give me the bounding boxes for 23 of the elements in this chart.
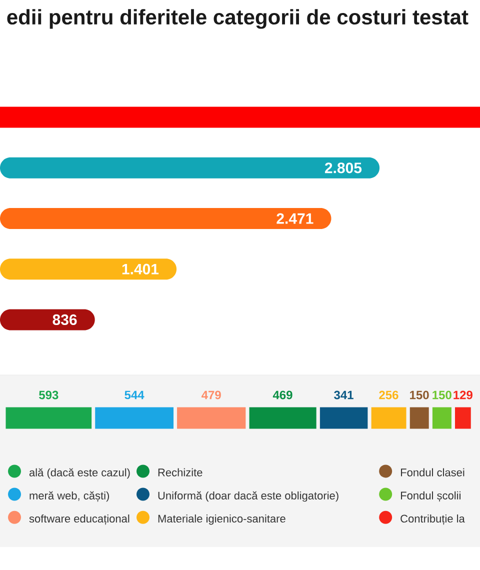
data-label: 150 — [410, 390, 429, 400]
data-label: 593 — [39, 390, 58, 400]
legend-label: Fondul școlii — [401, 491, 460, 502]
data-label: 341 — [334, 390, 354, 400]
legend-label: Fondul clasei — [401, 468, 464, 476]
data-label: 469 — [272, 390, 292, 400]
data-label: 1.401 — [122, 264, 159, 274]
legend-label: Materiale igienico-sanitare — [158, 514, 286, 525]
data-label: 2.805 — [324, 162, 362, 174]
legend-label: Uniformă (doar dacă este obligatorie) — [158, 491, 338, 502]
data-label: 836 — [52, 314, 77, 326]
data-label: 544 — [124, 390, 144, 400]
legend-label: Contribuție la — [400, 514, 465, 525]
data-label: 129 — [454, 390, 472, 400]
legend-label: meră web, căști) — [30, 491, 109, 502]
data-label: 150 — [432, 390, 452, 400]
legend-label: software educațional — [29, 514, 130, 525]
data-label: 479 — [202, 390, 221, 400]
legend-label: ală (dacă este cazul) — [29, 468, 130, 479]
data-label: 256 — [379, 390, 398, 400]
legend-label: Rechizite — [158, 468, 202, 476]
chart-title: edii pentru diferitele categorii de costuri testat — [7, 9, 468, 29]
data-label: 2.471 — [276, 213, 314, 224]
